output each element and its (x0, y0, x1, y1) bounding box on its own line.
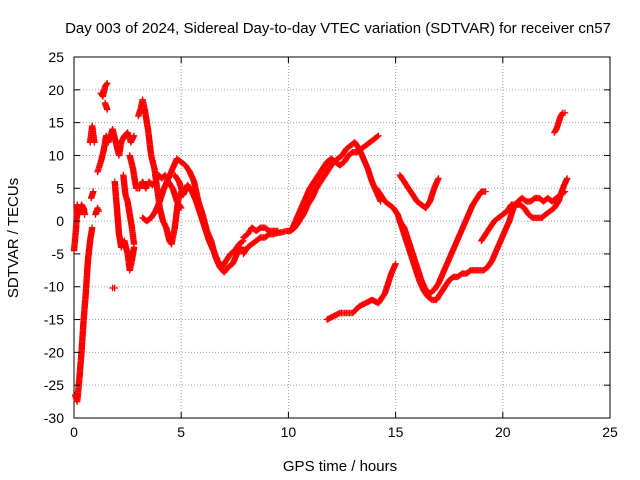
data-marker-path (70, 201, 88, 254)
data-marker-path (120, 171, 138, 248)
data-series-s22 (396, 188, 489, 297)
data-series-s19 (323, 260, 399, 323)
y-tick-label: 0 (56, 213, 64, 229)
data-series-s21 (396, 171, 442, 212)
x-tick-label: 0 (70, 424, 78, 440)
data-marker-path (240, 224, 281, 241)
data-marker-path (396, 188, 489, 297)
data-series-s1 (70, 201, 88, 254)
y-tick-label: 25 (48, 49, 64, 65)
data-marker-path (97, 80, 111, 100)
y-tick-label: 20 (48, 82, 64, 98)
data-series-s23 (478, 175, 571, 244)
data-marker-path (109, 284, 118, 292)
data-series-s11 (120, 171, 138, 248)
y-axis-title: SDTVAR / TECUs (5, 178, 22, 298)
y-tick-label: -10 (44, 279, 64, 295)
data-marker-path (240, 139, 384, 258)
data-marker-path (478, 175, 571, 244)
data-series-s17 (240, 224, 281, 241)
plot-border (73, 56, 611, 419)
data-layer (70, 80, 571, 405)
data-marker-path (373, 185, 569, 304)
data-series-s8 (101, 99, 111, 113)
x-tick-label: 5 (177, 424, 185, 440)
data-marker-path (396, 171, 442, 212)
data-series-s5 (92, 204, 102, 218)
y-tick-label: 10 (48, 147, 64, 163)
data-series-s24 (551, 109, 569, 136)
x-tick-label: 15 (388, 424, 404, 440)
y-tick-label: -15 (44, 312, 64, 328)
x-tick-label: 25 (602, 424, 618, 440)
data-marker-path (171, 171, 247, 271)
data-marker-path (94, 126, 138, 176)
y-tick-label: -25 (44, 377, 64, 393)
data-series-s15 (171, 171, 247, 271)
x-tick-label: 20 (495, 424, 511, 440)
data-marker-path (135, 96, 185, 248)
data-series-s10 (111, 178, 138, 274)
data-series-s9 (109, 284, 118, 292)
data-marker-path (323, 260, 399, 323)
data-series-s16 (240, 139, 384, 258)
data-marker-path (88, 188, 97, 202)
y-tick-label: -20 (44, 344, 64, 360)
data-marker-path (289, 132, 382, 231)
x-tick-label: 10 (281, 424, 297, 440)
tick-layer: 0 5 10 15 20 25 -30 -25 -20 -15 -10 -5 0 5 10 15 20 25 (44, 49, 618, 440)
grid-layer (74, 57, 610, 418)
y-tick-label: 5 (56, 180, 64, 196)
data-series-s13 (135, 96, 185, 248)
y-tick-label: 15 (48, 115, 64, 131)
data-series-s18 (289, 132, 382, 231)
data-series-s2 (71, 224, 96, 405)
chart-title: Day 003 of 2024, Sidereal Day-to-day VTE… (65, 20, 611, 37)
plot-frame (73, 56, 611, 419)
data-series-s6 (94, 126, 138, 176)
data-marker-path (101, 99, 111, 113)
data-series-s3 (86, 122, 98, 146)
data-series-s7 (97, 80, 111, 100)
y-tick-label: -30 (44, 410, 64, 426)
data-series-s4 (88, 188, 97, 202)
data-series-s20 (373, 185, 569, 304)
data-marker-path (71, 224, 96, 405)
data-marker-path (92, 204, 102, 218)
y-tick-label: -5 (52, 246, 65, 262)
data-marker-path (111, 178, 138, 274)
data-marker-path (86, 122, 98, 146)
x-axis-title: GPS time / hours (283, 458, 397, 475)
data-marker-path (551, 109, 569, 136)
